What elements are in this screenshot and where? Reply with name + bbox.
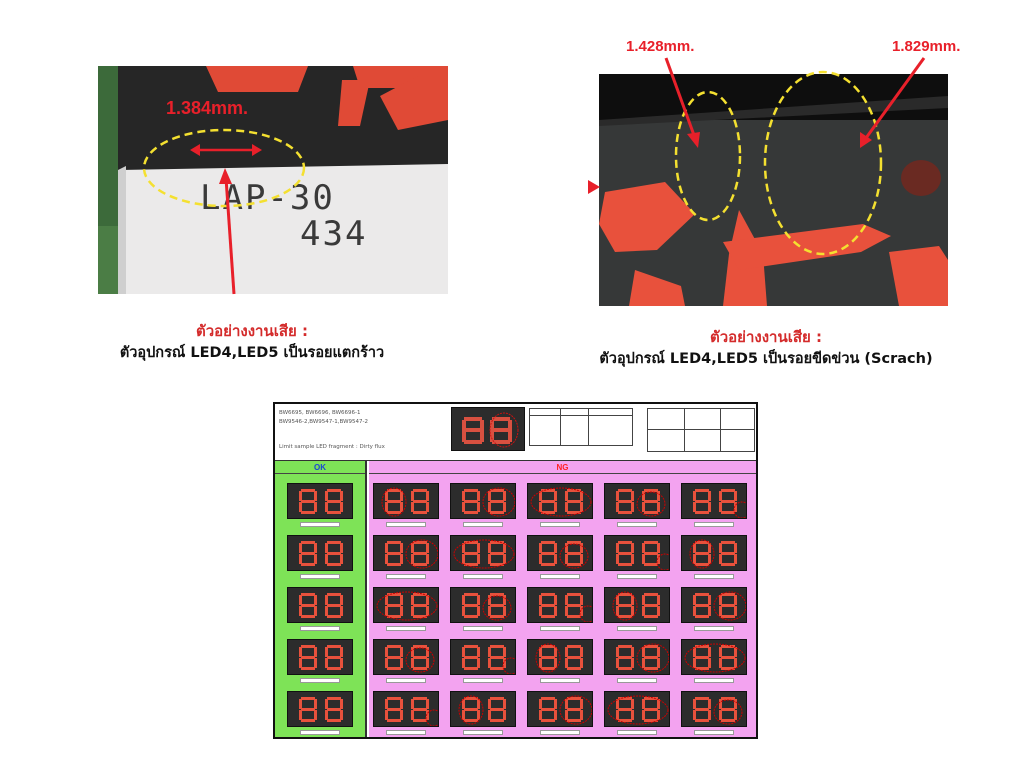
left-caption-detail: ตัวอุปกรณ์ LED4,LED5 เป็นรอยแตกร้าว <box>119 345 385 361</box>
ng-sample-thumb <box>681 535 747 571</box>
sheet-header-line3: Limit sample LED fragment : Dirty flux <box>279 444 385 450</box>
header-signature-table <box>647 408 755 452</box>
ng-sample-thumb <box>681 483 747 519</box>
ok-label: OK <box>314 463 326 472</box>
ng-sample-thumb <box>450 483 516 519</box>
ng-sample-thumb-label <box>463 626 503 631</box>
ng-sample-thumb-label <box>694 678 734 683</box>
ng-sample-thumb-label <box>386 730 426 735</box>
ng-sample-thumb <box>373 639 439 675</box>
ng-sample-thumb <box>373 691 439 727</box>
ok-sample-thumb <box>287 587 353 623</box>
ng-sample-thumb <box>681 587 747 623</box>
left-caption-title: ตัวอย่างงานเสีย : <box>195 322 308 340</box>
ng-sample-thumb <box>450 639 516 675</box>
ng-sample-thumb <box>681 691 747 727</box>
ng-sample-thumb-label <box>386 678 426 683</box>
scratch-measurement-1: 1.428mm. <box>626 38 695 55</box>
ng-sample-thumb-label <box>694 574 734 579</box>
ng-sample-thumb <box>527 587 593 623</box>
ok-sample-thumb-label <box>300 574 340 579</box>
ng-sample-thumb <box>604 535 670 571</box>
ng-sample-thumb <box>450 587 516 623</box>
ng-sample-thumb-label <box>463 522 503 527</box>
ng-sample-thumb-label <box>617 574 657 579</box>
ng-sample-thumb <box>604 691 670 727</box>
left-caption: ตัวอย่างงานเสีย : ตัวอุปกรณ์ LED4,LED5 เ… <box>72 320 432 364</box>
ok-sample-thumb-label <box>300 522 340 527</box>
left-defect-photo <box>98 66 448 294</box>
ng-sample-thumb-label <box>463 678 503 683</box>
ok-samples-column: OK <box>275 461 367 737</box>
sheet-header-line2: BW9546-2,BW9547-1,BW9547-2 <box>279 419 368 425</box>
ng-sample-thumb <box>373 535 439 571</box>
ng-sample-thumb-label <box>617 678 657 683</box>
ng-sample-thumb-label <box>540 678 580 683</box>
ng-sample-thumb <box>527 483 593 519</box>
scratch-measurement-2: 1.829mm. <box>892 38 961 55</box>
right-caption-detail: ตัวอุปกรณ์ LED4,LED5 เป็นรอยขีดข่วน (Scr… <box>599 351 933 367</box>
ng-sample-thumb-label <box>386 522 426 527</box>
ng-sample-thumb-label <box>694 730 734 735</box>
ng-sample-thumb <box>373 587 439 623</box>
sheet-header-line1: BW6695, BW6696, BW6696-1 <box>279 410 361 416</box>
ng-sample-thumb-label <box>617 730 657 735</box>
ng-sample-thumb <box>527 639 593 675</box>
ng-sample-thumb-label <box>540 730 580 735</box>
ng-sample-thumb-label <box>540 574 580 579</box>
device-marking-line2: 434 <box>300 214 368 254</box>
ok-sample-thumb-label <box>300 626 340 631</box>
ng-label: NG <box>556 463 569 472</box>
ng-sample-thumb <box>527 535 593 571</box>
header-sample-image <box>451 407 525 451</box>
ok-sample-thumb <box>287 535 353 571</box>
ng-sample-thumb <box>604 639 670 675</box>
ng-sample-thumb-label <box>463 574 503 579</box>
ng-sample-thumb <box>681 639 747 675</box>
ok-sample-thumb <box>287 691 353 727</box>
ng-sample-thumb <box>373 483 439 519</box>
header-approval-table <box>529 408 633 446</box>
limit-sample-sheet: BW6695, BW6696, BW6696-1 BW9546-2,BW9547… <box>273 402 758 739</box>
ok-sample-thumb <box>287 639 353 675</box>
ok-sample-thumb-label <box>300 678 340 683</box>
ng-sample-thumb-label <box>540 522 580 527</box>
ok-sample-thumb-label <box>300 730 340 735</box>
ng-sample-thumb-label <box>694 522 734 527</box>
ng-sample-thumb <box>450 535 516 571</box>
ng-sample-thumb-label <box>617 626 657 631</box>
ng-sample-thumb <box>527 691 593 727</box>
right-caption: ตัวอย่างงานเสีย : ตัวอุปกรณ์ LED4,LED5 เ… <box>556 326 976 370</box>
ng-sample-thumb-label <box>617 522 657 527</box>
ng-sample-thumb <box>604 587 670 623</box>
ok-sample-thumb <box>287 483 353 519</box>
ng-sample-thumb-label <box>386 626 426 631</box>
ng-samples-column: NG <box>369 461 756 737</box>
crack-width-measurement: 1.384mm. <box>166 98 249 118</box>
ng-sample-thumb-label <box>463 730 503 735</box>
ng-sample-thumb-label <box>694 626 734 631</box>
ng-sample-thumb-label <box>540 626 580 631</box>
device-marking-line1: LAP-30 <box>200 178 335 218</box>
sheet-header: BW6695, BW6696, BW6696-1 BW9546-2,BW9547… <box>275 404 756 461</box>
ng-sample-thumb-label <box>386 574 426 579</box>
ng-sample-thumb <box>450 691 516 727</box>
right-caption-title: ตัวอย่างงานเสีย : <box>709 328 822 346</box>
ng-sample-thumb <box>604 483 670 519</box>
